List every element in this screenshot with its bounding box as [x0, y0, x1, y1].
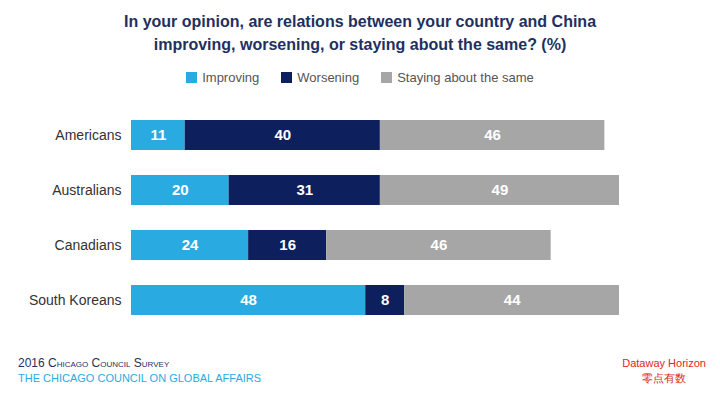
svg-text:31: 31	[296, 181, 313, 198]
html-text:Improving: Improving	[202, 69, 260, 85]
html-text:Staying about the same: Staying about the same	[397, 69, 534, 85]
html-text:Worsening: Worsening	[297, 69, 360, 85]
svg-text:8: 8	[381, 291, 389, 308]
svg-text:48: 48	[240, 291, 257, 308]
svg-text:11: 11	[150, 126, 166, 143]
svg-text:Americans: Americans	[55, 127, 121, 143]
svg-text:40: 40	[274, 126, 291, 143]
svg-text:46: 46	[431, 236, 448, 253]
svg-text:44: 44	[504, 291, 521, 308]
svg-text:South Koreans: South Koreans	[29, 292, 122, 308]
svg-text:Australians: Australians	[52, 182, 121, 198]
svg-text:16: 16	[279, 236, 296, 253]
svg-text:49: 49	[492, 181, 509, 198]
svg-text:20: 20	[172, 181, 189, 198]
html-text:THE CHICAGO COUNCIL ON GLOBAL: THE CHICAGO COUNCIL ON GLOBAL AFFAIRS	[18, 372, 262, 384]
html-text:2016 Chicago Council Survey: 2016 Chicago Council Survey	[18, 356, 170, 370]
html-text:In your opinion, are relations: In your opinion, are relations between y…	[124, 13, 596, 53]
html-text:零点有数: 零点有数	[642, 372, 687, 384]
svg-text:46: 46	[484, 126, 501, 143]
html-text:Dataway Horizon: Dataway Horizon	[622, 357, 706, 369]
svg-text:Canadians: Canadians	[55, 237, 122, 253]
svg-text:24: 24	[182, 236, 199, 253]
